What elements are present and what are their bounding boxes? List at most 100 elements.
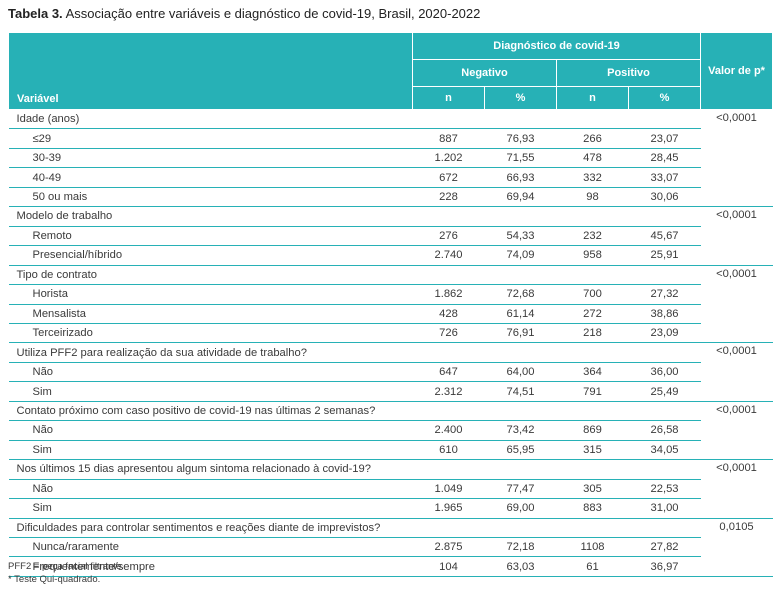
group-row: Modelo de trabalho <0,0001 <box>8 206 773 266</box>
negative-n: 228 <box>412 187 485 208</box>
header-diagnosis-group: Diagnóstico de covid-19 <box>411 32 702 60</box>
table-row: Horista 1.862 72,68 700 27,32 <box>8 284 773 305</box>
p-value: <0,0001 <box>700 206 773 266</box>
positive-pct: 30,06 <box>628 187 701 208</box>
positive-pct: 34,05 <box>628 440 701 461</box>
table-row: Remoto 276 54,33 232 45,67 <box>8 226 773 247</box>
negative-n: 2.400 <box>412 420 485 441</box>
negative-n: 2.875 <box>412 537 485 558</box>
data-table: Variável Diagnóstico de covid-19 Valor d… <box>8 32 774 577</box>
negative-n: 647 <box>412 362 485 383</box>
footnote-test: * Teste Qui-quadrado. <box>8 574 101 585</box>
negative-n: 2.740 <box>412 245 485 266</box>
negative-n: 104 <box>412 556 485 577</box>
header-negative-pct: % <box>484 86 557 110</box>
table-row: Sim 610 65,95 315 34,05 <box>8 440 773 461</box>
negative-pct: 61,14 <box>484 304 557 324</box>
positive-n: 272 <box>556 304 629 324</box>
table-title: Tabela 3. Associação entre variáveis e d… <box>8 6 480 21</box>
row-label: Não <box>8 362 413 383</box>
positive-pct: 25,91 <box>628 245 701 266</box>
header-positive-pct: % <box>627 86 702 110</box>
table-row: Sim 1.965 69,00 883 31,00 <box>8 498 773 519</box>
group-label: Modelo de trabalho <box>8 206 701 227</box>
positive-pct: 36,97 <box>628 556 701 577</box>
positive-n: 883 <box>556 498 629 519</box>
negative-n: 726 <box>412 323 485 344</box>
negative-n: 1.965 <box>412 498 485 519</box>
table-header: Variável Diagnóstico de covid-19 Valor d… <box>8 32 774 110</box>
group-label: Contato próximo com caso positivo de cov… <box>8 401 701 422</box>
negative-pct: 73,42 <box>484 420 557 441</box>
table-row: Não 647 64,00 364 36,00 <box>8 362 773 383</box>
positive-pct: 33,07 <box>628 167 701 188</box>
group-label: Tipo de contrato <box>8 265 701 286</box>
positive-pct: 25,49 <box>628 381 701 402</box>
positive-pct: 38,86 <box>628 304 701 324</box>
footnote-pff2: PFF2 = peça facial filtrante. <box>8 561 124 572</box>
row-label: Sim <box>8 440 413 461</box>
table-row: Nunca/raramente 2.875 72,18 1108 27,82 <box>8 537 773 558</box>
p-value: <0,0001 <box>700 342 773 402</box>
negative-n: 2.312 <box>412 381 485 402</box>
negative-pct: 63,03 <box>484 556 557 577</box>
negative-pct: 74,51 <box>484 381 557 402</box>
p-value: 0,0105 <box>700 518 773 577</box>
group-row: Utiliza PFF2 para realização da sua ativ… <box>8 342 773 402</box>
row-label: Sim <box>8 381 413 402</box>
row-label: Presencial/híbrido <box>8 245 413 266</box>
row-label: Nunca/raramente <box>8 537 413 558</box>
negative-pct: 66,93 <box>484 167 557 188</box>
positive-pct: 36,00 <box>628 362 701 383</box>
positive-pct: 31,00 <box>628 498 701 519</box>
positive-n: 958 <box>556 245 629 266</box>
table-row: 40-49 672 66,93 332 33,07 <box>8 167 773 188</box>
table-row: ≤29 887 76,93 266 23,07 <box>8 128 773 149</box>
positive-n: 332 <box>556 167 629 188</box>
row-label: 50 ou mais <box>8 187 413 208</box>
negative-n: 276 <box>412 226 485 247</box>
positive-n: 98 <box>556 187 629 208</box>
negative-pct: 77,47 <box>484 479 557 500</box>
row-label: Frequentemente/sempre <box>8 556 413 577</box>
positive-n: 791 <box>556 381 629 402</box>
positive-pct: 27,82 <box>628 537 701 558</box>
group-label: Utiliza PFF2 para realização da sua ativ… <box>8 342 701 363</box>
row-label: 40-49 <box>8 167 413 188</box>
group-row: Nos últimos 15 dias apresentou algum sin… <box>8 459 773 519</box>
table-row: Mensalista 428 61,14 272 38,86 <box>8 304 773 324</box>
group-row: Contato próximo com caso positivo de cov… <box>8 401 773 461</box>
positive-n: 364 <box>556 362 629 383</box>
negative-n: 1.862 <box>412 284 485 305</box>
group-row: Tipo de contrato <0,0001 <box>8 265 773 344</box>
table-row: Frequentemente/sempre 104 63,03 61 36,97 <box>8 556 773 577</box>
table-row: Não 2.400 73,42 869 26,58 <box>8 420 773 441</box>
negative-pct: 65,95 <box>484 440 557 461</box>
negative-pct: 69,00 <box>484 498 557 519</box>
negative-pct: 76,91 <box>484 323 557 344</box>
group-row: Idade (anos) <0,0001 <box>8 109 773 208</box>
row-label: Mensalista <box>8 304 413 324</box>
positive-n: 61 <box>556 556 629 577</box>
row-label: Sim <box>8 498 413 519</box>
header-negative-n: n <box>412 86 485 110</box>
table-caption: Associação entre variáveis e diagnóstico… <box>62 6 481 21</box>
row-label: 30-39 <box>8 148 413 169</box>
row-label: Não <box>8 479 413 500</box>
table-row: 50 ou mais 228 69,94 98 30,06 <box>8 187 773 208</box>
p-value: <0,0001 <box>700 459 773 519</box>
positive-pct: 28,45 <box>628 148 701 169</box>
header-negative: Negativo <box>412 59 557 87</box>
negative-n: 1.202 <box>412 148 485 169</box>
table-body: Idade (anos) <0,0001 ≤29 887 76,93 266 23,07 30… <box>8 109 773 577</box>
row-label: Não <box>8 420 413 441</box>
p-value: <0,0001 <box>700 401 773 461</box>
negative-pct: 54,33 <box>484 226 557 247</box>
table-row: Sim 2.312 74,51 791 25,49 <box>8 381 773 402</box>
positive-n: 218 <box>556 323 629 344</box>
negative-n: 428 <box>412 304 485 324</box>
p-value: <0,0001 <box>700 109 773 208</box>
table-row: Não 1.049 77,47 305 22,53 <box>8 479 773 500</box>
table-row: Terceirizado 726 76,91 218 23,09 <box>8 323 773 344</box>
positive-pct: 45,67 <box>628 226 701 247</box>
